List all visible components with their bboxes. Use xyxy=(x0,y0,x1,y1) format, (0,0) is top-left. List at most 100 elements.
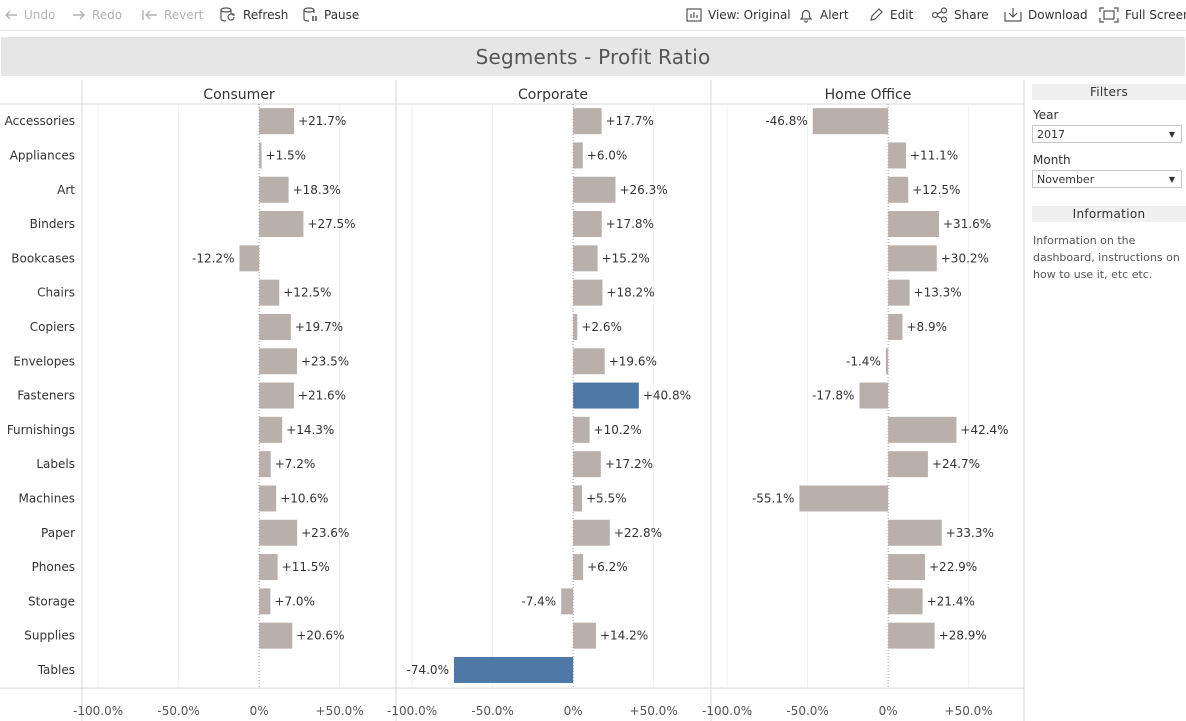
redo-button[interactable]: Redo xyxy=(72,0,122,30)
edit-label: Edit xyxy=(890,8,914,22)
year-select[interactable]: 2017 ▼ xyxy=(1032,125,1182,143)
edit-button[interactable]: Edit xyxy=(868,0,913,30)
data-label: +5.5% xyxy=(586,491,627,505)
bar-mark[interactable] xyxy=(259,451,271,478)
bar-mark[interactable] xyxy=(259,382,294,409)
undo-icon xyxy=(5,10,17,20)
bar-mark[interactable] xyxy=(259,108,295,135)
bar-mark[interactable] xyxy=(888,416,957,443)
dropdown-arrow-icon: ▼ xyxy=(1168,174,1175,184)
data-label: -46.8% xyxy=(765,114,807,128)
data-label: +31.6% xyxy=(943,217,991,231)
bar-mark[interactable] xyxy=(859,382,889,409)
bar-mark[interactable] xyxy=(259,176,289,203)
bar-mark[interactable] xyxy=(259,588,271,615)
bar-mark[interactable] xyxy=(573,554,584,581)
data-label: +1.5% xyxy=(266,148,307,162)
bar-mark[interactable] xyxy=(888,519,942,546)
redo-label: Redo xyxy=(92,8,123,22)
month-select[interactable]: November ▼ xyxy=(1032,170,1182,188)
row-label: Supplies xyxy=(24,629,75,643)
bar-mark[interactable] xyxy=(888,245,937,272)
revert-label: Revert xyxy=(164,8,204,22)
bar-mark[interactable] xyxy=(888,211,940,238)
data-label: +42.4% xyxy=(960,423,1008,437)
pause-button[interactable]: Pause xyxy=(302,0,359,30)
undo-button[interactable]: Undo xyxy=(4,0,55,30)
bar-mark[interactable] xyxy=(888,622,935,649)
bar-mark[interactable] xyxy=(573,451,601,478)
bar-mark[interactable] xyxy=(573,176,616,203)
bar-mark[interactable] xyxy=(259,554,278,581)
bar-mark[interactable] xyxy=(573,519,610,546)
bar-mark[interactable] xyxy=(573,348,605,375)
view-original-button[interactable]: View: Original xyxy=(686,0,791,30)
bar-mark[interactable] xyxy=(259,142,262,169)
data-label: +33.3% xyxy=(946,526,994,540)
refresh-button[interactable]: Refresh xyxy=(219,0,288,30)
undo-label: Undo xyxy=(24,8,56,22)
bar-mark[interactable] xyxy=(259,211,304,238)
bar-mark[interactable] xyxy=(259,348,297,375)
profit-ratio-chart: Consumer -100.0% -50.0% 0% +50.0% Corporate -1… xyxy=(0,80,1025,721)
data-label: +6.2% xyxy=(587,560,628,574)
bar-mark[interactable] xyxy=(573,279,603,306)
full-screen-button[interactable]: Full Screen xyxy=(1099,0,1186,30)
row-label: Tables xyxy=(37,663,75,677)
bar-mark[interactable] xyxy=(888,313,903,340)
bar-mark[interactable] xyxy=(259,279,280,306)
bar-mark[interactable] xyxy=(259,313,291,340)
alert-button[interactable]: Alert xyxy=(798,0,849,30)
bar-mark[interactable] xyxy=(239,245,260,272)
row-label: Art xyxy=(57,183,75,197)
bar-mark[interactable] xyxy=(888,279,910,306)
revert-button[interactable]: Revert xyxy=(142,0,203,30)
full-screen-label: Full Screen xyxy=(1125,8,1186,22)
data-label: -1.4% xyxy=(846,354,881,368)
bar-mark[interactable] xyxy=(561,588,574,615)
bar-mark[interactable] xyxy=(573,142,583,169)
data-label: +10.2% xyxy=(594,423,642,437)
bar-mark[interactable] xyxy=(888,142,907,169)
download-button[interactable]: Download xyxy=(1004,0,1088,30)
refresh-label: Refresh xyxy=(243,8,289,22)
bar-mark[interactable] xyxy=(888,176,909,203)
bar-mark[interactable] xyxy=(573,485,582,512)
bar-mark[interactable] xyxy=(259,519,298,546)
data-label: +21.6% xyxy=(298,389,346,403)
data-label: +15.2% xyxy=(602,251,650,265)
bar-mark[interactable] xyxy=(573,245,598,272)
bar-mark[interactable] xyxy=(573,382,639,409)
x-tick-label: +50.0% xyxy=(316,704,364,718)
bar-mark[interactable] xyxy=(885,348,889,375)
bar-mark[interactable] xyxy=(573,108,602,135)
bar-mark[interactable] xyxy=(259,416,283,443)
panel-header-consumer: Consumer xyxy=(203,87,275,103)
bar-mark[interactable] xyxy=(573,622,596,649)
bar-mark[interactable] xyxy=(573,313,578,340)
bar-mark[interactable] xyxy=(812,108,889,135)
bar-mark[interactable] xyxy=(573,211,602,238)
bar-mark[interactable] xyxy=(888,588,923,615)
bar-mark[interactable] xyxy=(259,485,277,512)
row-label: Bookcases xyxy=(11,251,75,265)
bar-mark[interactable] xyxy=(259,622,293,649)
share-icon xyxy=(931,7,948,23)
filters-header: Filters xyxy=(1032,84,1186,100)
bar-mark[interactable] xyxy=(453,656,574,683)
share-button[interactable]: Share xyxy=(931,0,989,30)
download-icon xyxy=(1004,8,1022,22)
toolbar: Undo Redo Revert Refresh Pause View: Ori… xyxy=(0,0,1186,31)
bar-mark[interactable] xyxy=(888,554,926,581)
x-tick-label: +50.0% xyxy=(630,704,678,718)
bar-mark[interactable] xyxy=(799,485,889,512)
x-tick-label: 0% xyxy=(879,704,898,718)
x-tick-label: -100.0% xyxy=(73,704,123,718)
data-label: +23.6% xyxy=(301,526,349,540)
x-tick-label: -50.0% xyxy=(157,704,199,718)
bar-mark[interactable] xyxy=(573,416,590,443)
bar-mark[interactable] xyxy=(888,451,928,478)
data-label: +19.6% xyxy=(609,354,657,368)
x-tick-label: -100.0% xyxy=(702,704,752,718)
x-tick-label: 0% xyxy=(250,704,269,718)
